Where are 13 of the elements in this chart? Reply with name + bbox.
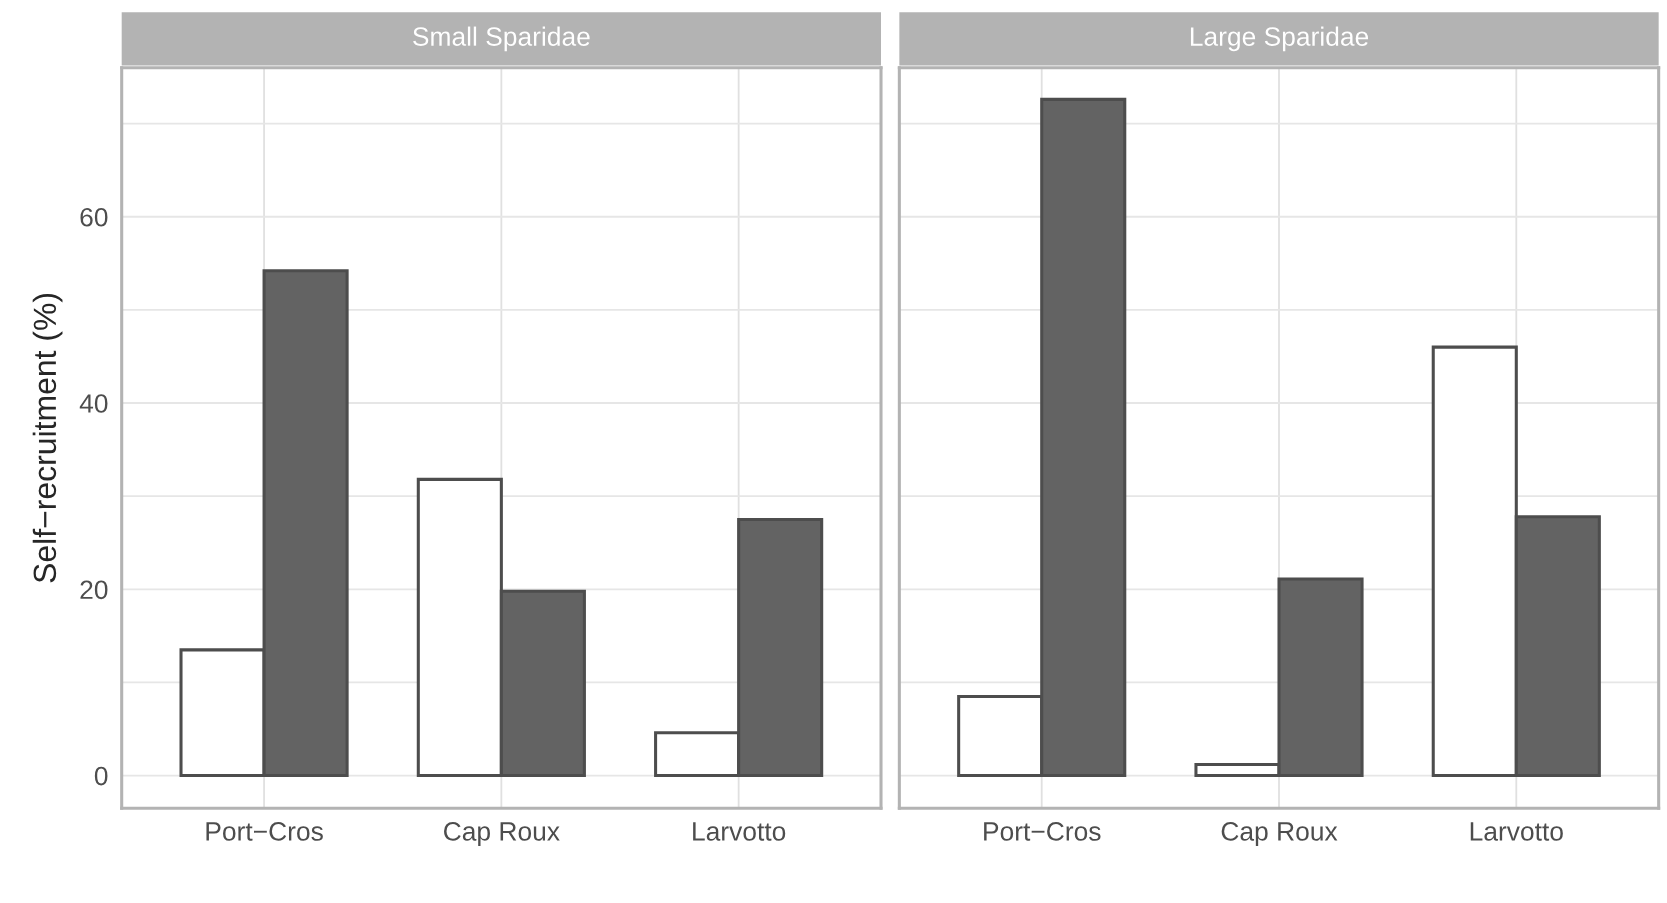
y-tick-label: 60 [80,207,108,227]
x-tick-label: Cap Roux [444,822,560,846]
y-tick-label: 0 [94,766,108,786]
x-tick-label: Larvotto [693,822,786,841]
x-tick-label: Port−Cros [984,822,1101,841]
y-axis-title: Self−recruitment (%) [32,293,63,583]
y-tick-label: 20 [80,580,108,600]
y-tick-label: 40 [79,394,108,413]
x-tick-label: Cap Roux [1221,822,1338,846]
x-tick-label: Larvotto [1470,822,1563,841]
chart-title: Small Sparidae [413,26,590,52]
x-tick-label: Port−Cros [206,822,323,841]
chart-title: Large Sparidae [1190,26,1369,52]
